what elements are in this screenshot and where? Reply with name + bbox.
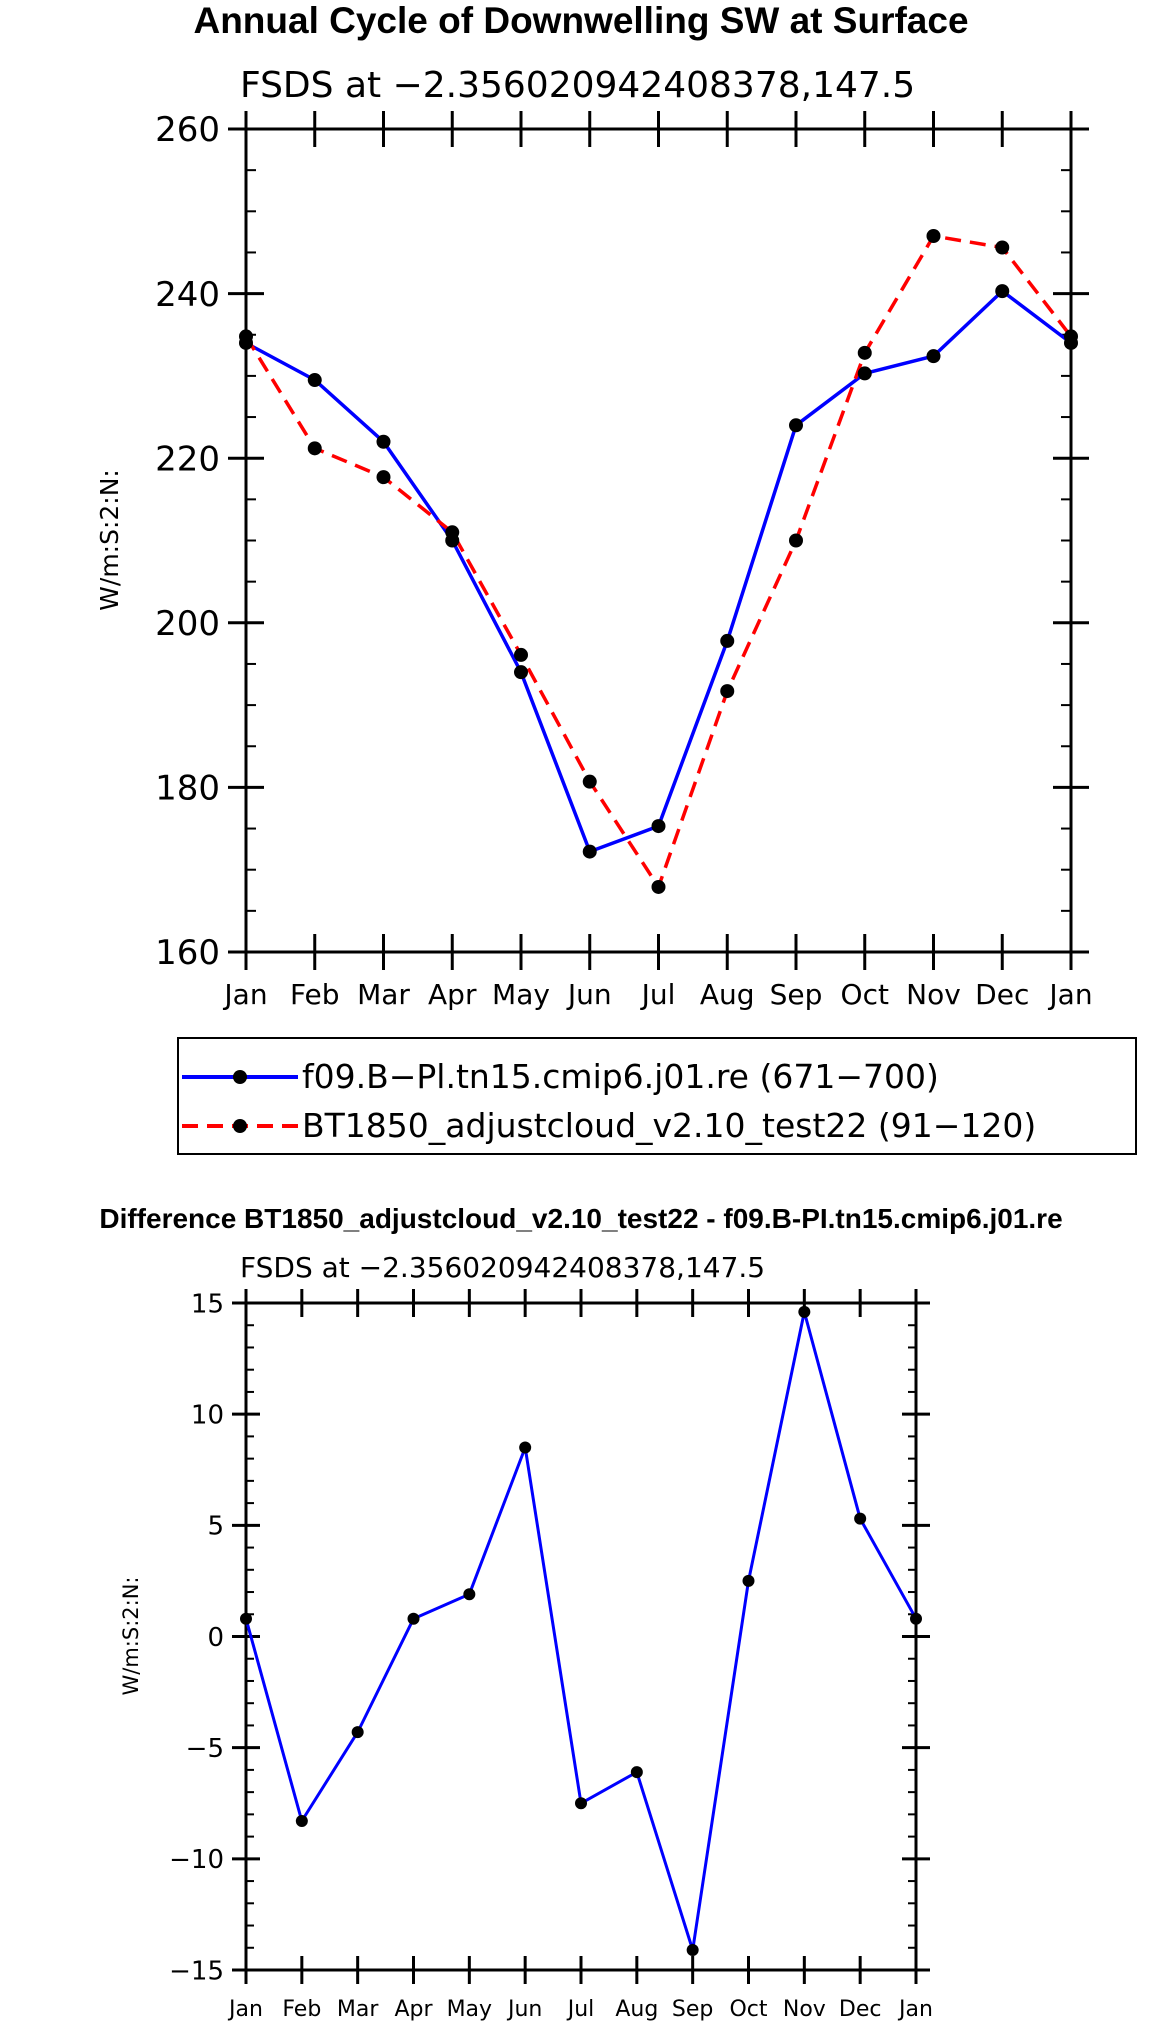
bottom-chart-xtick-label: Jul xyxy=(566,1997,595,2022)
bottom-chart-xtick-label: Apr xyxy=(394,1997,433,2022)
bottom-chart-xtick-label: Feb xyxy=(282,1997,321,2022)
bottom-chart-xtick-label: Nov xyxy=(783,1997,826,2022)
top-chart-xtick-label: Jun xyxy=(566,978,612,1011)
top-chart-series-1-point xyxy=(582,844,597,859)
top-chart-series-1-point xyxy=(514,665,528,680)
top-chart-xtick-label: Feb xyxy=(290,978,340,1011)
top-chart-series-1-point xyxy=(857,366,872,381)
top-chart-xtick-label: Apr xyxy=(428,978,477,1011)
top-chart-series-2-point xyxy=(651,879,666,894)
bottom-chart-series-1-point xyxy=(910,1612,922,1625)
bottom-chart-subtitle: FSDS at −2.356020942408378,147.5 xyxy=(240,1251,765,1284)
top-chart-ytick-label: 240 xyxy=(155,275,220,315)
top-chart-series-1-point xyxy=(307,373,322,388)
top-chart-series-1-point xyxy=(926,349,941,364)
bottom-chart-series-1-point xyxy=(295,1815,308,1828)
top-chart-series-2-point xyxy=(926,228,941,243)
bottom-chart-series-1-point xyxy=(742,1574,755,1587)
bottom-chart-ytick-label: −15 xyxy=(169,1956,224,1986)
bottom-chart-series-1-point xyxy=(240,1612,252,1625)
top-chart-series-2-point xyxy=(376,470,391,485)
top-chart-series-2-point xyxy=(720,684,735,699)
top-chart-series-2-line xyxy=(244,234,1073,889)
top-chart-series-2-point xyxy=(514,647,528,662)
top-chart: Annual Cycle of Downwelling SW at Surfac… xyxy=(95,0,1093,1011)
top-chart-xtick-label: Jan xyxy=(1047,978,1092,1011)
top-chart-subtitle: FSDS at −2.356020942408378,147.5 xyxy=(240,65,915,106)
top-chart-xtick-label: May xyxy=(492,978,550,1011)
bottom-chart-series-1-point xyxy=(519,1441,532,1454)
bottom-chart-xtick-label: Aug xyxy=(615,1997,658,2022)
bottom-chart-xtick-label: Jun xyxy=(506,1997,542,2022)
top-chart-xtick-label: Aug xyxy=(700,978,755,1011)
top-chart-series-1-point xyxy=(720,633,735,648)
top-chart-series-2-point xyxy=(995,240,1010,255)
top-chart-xtick-label: Oct xyxy=(841,978,889,1011)
bottom-chart-ytick-label: 15 xyxy=(191,1289,224,1319)
bottom-chart-xtick-label: May xyxy=(447,1997,492,2022)
top-chart-series-2-point xyxy=(857,345,872,360)
bottom-chart-series-1-point xyxy=(351,1726,364,1739)
legend-marker-series-2 xyxy=(233,1119,247,1133)
bottom-chart-xtick-label: Jan xyxy=(897,1997,933,2022)
top-chart-title: Annual Cycle of Downwelling SW at Surfac… xyxy=(193,0,968,41)
bottom-chart-series-1-point xyxy=(686,1943,699,1956)
top-chart-series-2-point xyxy=(582,774,597,789)
bottom-chart-ytick-label: 0 xyxy=(207,1623,224,1653)
top-chart-ytick-label: 180 xyxy=(155,769,220,809)
legend-label-series-1: f09.B−Pl.tn15.cmip6.j01.re (671−700) xyxy=(302,1057,939,1096)
bottom-chart-plot-frame xyxy=(244,1301,918,1972)
bottom-chart-xtick-label: Mar xyxy=(337,1997,379,2022)
top-chart-series-1-line xyxy=(245,289,1073,854)
bottom-chart-series-1-point xyxy=(630,1766,643,1779)
top-chart-series-2-point xyxy=(789,533,803,548)
top-chart-series-1-point xyxy=(376,434,391,449)
bottom-chart-xtick-label: Dec xyxy=(839,1997,882,2022)
legend-marker-series-1 xyxy=(233,1070,247,1084)
top-chart-xtick-label: Sep xyxy=(770,978,823,1011)
bottom-chart-xtick-label: Jan xyxy=(227,1997,263,2022)
bottom-chart-series-1-point xyxy=(407,1612,420,1625)
bottom-chart-ytick-label: −10 xyxy=(169,1845,224,1875)
bottom-chart-series-1-line xyxy=(244,1310,918,1952)
bottom-chart-ytick-label: −5 xyxy=(186,1734,224,1764)
top-chart-series-2-point xyxy=(445,525,460,540)
bottom-chart-ylabel: W/m:S:2:N: xyxy=(119,1577,143,1696)
bottom-chart-series-1-point xyxy=(575,1797,587,1810)
legend-label-series-2: BT1850_adjustcloud_v2.10_test22 (91−120) xyxy=(302,1106,1036,1145)
top-chart-ytick-label: 160 xyxy=(155,933,220,973)
bottom-chart-xtick-label: Sep xyxy=(672,1997,713,2022)
top-chart-xtick-label: Nov xyxy=(906,978,961,1011)
top-chart-series-1-point xyxy=(995,284,1010,299)
top-chart-ytick-label: 260 xyxy=(155,110,220,150)
legend: f09.B−Pl.tn15.cmip6.j01.re (671−700) BT1… xyxy=(177,1037,1137,1155)
bottom-chart-series-1-point xyxy=(854,1512,867,1525)
legend-box xyxy=(177,1037,1137,1155)
top-chart-series-2-point xyxy=(1064,329,1078,344)
bottom-chart-series-1-point xyxy=(798,1305,811,1318)
top-chart-xtick-label: Dec xyxy=(975,978,1029,1011)
bottom-chart-xtick-label: Oct xyxy=(729,1997,767,2022)
bottom-chart-ytick-label: 10 xyxy=(191,1401,224,1431)
top-chart-series-1-point xyxy=(789,418,803,433)
top-chart-series-1-point xyxy=(651,819,666,834)
top-chart-xtick-label: Mar xyxy=(357,978,410,1011)
top-chart-series-2-point xyxy=(239,329,253,344)
top-chart-series-2-point xyxy=(307,441,322,456)
bottom-chart-series-1-point xyxy=(463,1588,476,1601)
top-chart-ytick-label: 220 xyxy=(155,439,220,479)
top-chart-xtick-label: Jul xyxy=(640,978,676,1011)
top-chart-ylabel: W/m:S:2:N: xyxy=(95,469,124,611)
bottom-chart-ytick-label: 5 xyxy=(207,1512,224,1542)
top-chart-xtick-label: Jan xyxy=(222,978,267,1011)
top-chart-ytick-label: 200 xyxy=(155,604,220,644)
bottom-chart: Difference BT1850_adjustcloud_v2.10_test… xyxy=(99,1203,1062,2022)
bottom-chart-title: Difference BT1850_adjustcloud_v2.10_test… xyxy=(99,1203,1062,1234)
